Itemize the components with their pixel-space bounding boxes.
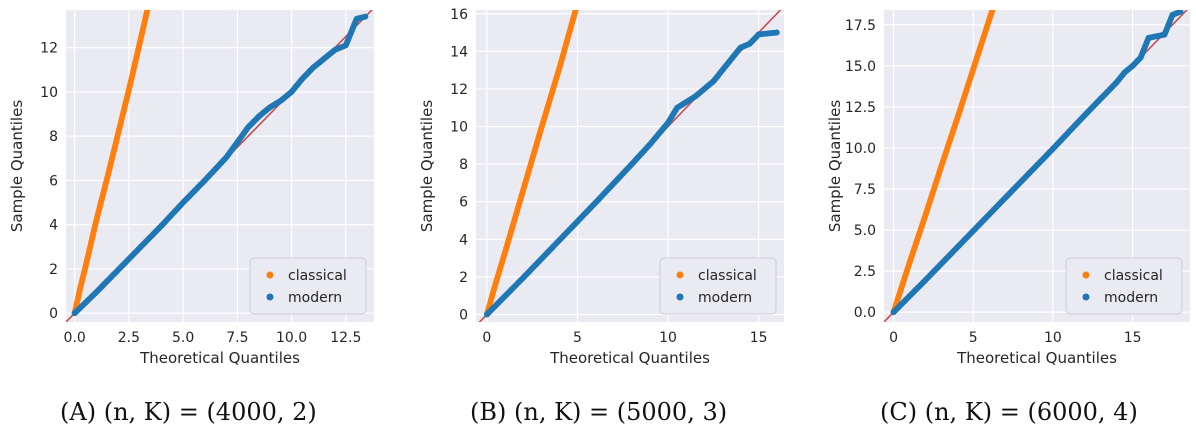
series-modern (890, 10, 1184, 316)
y-tick-label: 0.0 (854, 305, 876, 321)
x-tick-label: 15 (750, 330, 768, 346)
legend: classical modern (1065, 257, 1183, 315)
classical-point (144, 10, 151, 13)
y-tick-label: 10 (40, 85, 58, 101)
y-tick-label: 16 (450, 7, 468, 23)
y-tick-label: 12.5 (845, 100, 876, 116)
y-tick-label: 0 (49, 306, 58, 322)
caption-text: (n, K) = (5000, 3) (514, 398, 728, 426)
y-axis-label: Sample Quantiles (418, 100, 436, 232)
legend-box (1065, 257, 1183, 315)
qq-plot-a: 0.0 2.5 5.0 7.5 10.0 12.5 0 2 4 6 8 10 12 Theoretical… (8, 10, 374, 367)
legend-label-classical: classical (698, 268, 757, 284)
legend-marker-modern (1082, 293, 1090, 301)
data-layer (884, 10, 1188, 322)
x-tick-label: 12.5 (330, 330, 361, 346)
y-tick-label: 2.5 (854, 264, 876, 280)
y-tick-label: 2 (459, 270, 468, 286)
modern-point (362, 13, 369, 20)
legend-label-modern: modern (1104, 290, 1158, 306)
caption-c: (C) (n, K) = (6000, 4) (880, 398, 1138, 426)
legend-label-modern: modern (698, 290, 752, 306)
classical-point (989, 10, 996, 13)
y-tick-label: 6 (459, 195, 468, 211)
legend-label-classical: classical (288, 268, 347, 284)
y-tick-label: 12 (40, 41, 58, 57)
x-axis-label: Theoretical Quantiles (139, 349, 300, 367)
legend-box (249, 257, 367, 315)
x-tick-label: 10 (659, 330, 677, 346)
y-tick-label: 8 (49, 129, 58, 145)
caption-tag: (C) (880, 398, 918, 426)
caption-tag: (B) (470, 398, 507, 426)
y-tick-label: 12 (450, 82, 468, 98)
y-tick-label: 4 (459, 232, 468, 248)
legend-marker-classical (676, 271, 684, 279)
y-tick-label: 2 (49, 262, 58, 278)
x-tick-label: 0 (889, 330, 898, 346)
x-axis-label: Theoretical Quantiles (956, 349, 1117, 367)
y-tick-label: 17.5 (845, 18, 876, 34)
x-tick-label: 0.0 (64, 330, 86, 346)
x-tick-label: 5 (573, 330, 582, 346)
y-tick-label: 6 (49, 173, 58, 189)
caption-a: (A) (n, K) = (4000, 2) (60, 398, 317, 426)
x-tick-label: 0 (482, 330, 491, 346)
x-tick-label: 5 (969, 330, 978, 346)
legend-box (659, 257, 777, 315)
series-modern (483, 29, 780, 318)
y-axis-label: Sample Quantiles (826, 100, 844, 232)
y-tick-label: 10 (450, 120, 468, 136)
y-tick-label: 15.0 (845, 59, 876, 75)
qq-plot-c: 0 5 10 15 0.0 2.5 5.0 7.5 10.0 12.5 15.0 17.5 Theore… (826, 10, 1190, 367)
x-tick-label: 10.0 (276, 330, 307, 346)
legend: classical modern (659, 257, 777, 315)
caption-text: (n, K) = (6000, 4) (924, 398, 1138, 426)
modern-point (773, 29, 780, 36)
x-tick-label: 7.5 (226, 330, 248, 346)
caption-b: (B) (n, K) = (5000, 3) (470, 398, 727, 426)
series-classical (483, 10, 579, 318)
x-tick-label: 2.5 (118, 330, 140, 346)
legend-marker-classical (266, 271, 274, 279)
data-layer (66, 10, 373, 322)
legend-marker-modern (676, 293, 684, 301)
legend-label-modern: modern (288, 290, 342, 306)
x-tick-label: 15 (1124, 330, 1142, 346)
y-tick-label: 8 (459, 157, 468, 173)
legend: classical modern (249, 257, 367, 315)
caption-text: (n, K) = (4000, 2) (103, 398, 317, 426)
y-axis-label: Sample Quantiles (8, 100, 26, 232)
classical-point (572, 10, 579, 13)
legend-marker-classical (1082, 271, 1090, 279)
modern-point (1177, 10, 1184, 15)
y-tick-label: 7.5 (854, 182, 876, 198)
y-tick-label: 10.0 (845, 141, 876, 157)
series-classical (71, 10, 151, 317)
qq-plot-b: 0 5 10 15 0 2 4 6 8 10 12 14 16 Theoretical Quantiles… (418, 7, 784, 367)
x-tick-label: 5.0 (172, 330, 194, 346)
y-tick-label: 4 (49, 218, 58, 234)
caption-tag: (A) (60, 398, 97, 426)
x-axis-label: Theoretical Quantiles (549, 349, 710, 367)
y-tick-label: 0 (459, 307, 468, 323)
y-tick-label: 14 (450, 44, 468, 60)
legend-marker-modern (266, 293, 274, 301)
data-layer (478, 10, 782, 322)
x-tick-label: 10 (1044, 330, 1062, 346)
legend-label-classical: classical (1104, 268, 1163, 284)
series-modern (71, 13, 369, 317)
y-tick-label: 5.0 (854, 223, 876, 239)
